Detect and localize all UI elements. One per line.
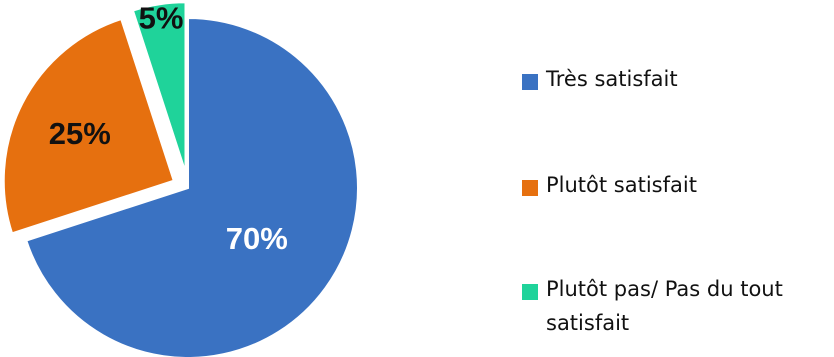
legend-item-plutot-satisfait: Plutôt satisfait [522,173,834,202]
pie-labels: 70% 25% 5% [49,1,288,256]
pie-label-plutot-satisfait: 25% [49,116,111,151]
legend-item-pas-satisfait: Plutôt pas/ Pas du tout satisfait [522,277,834,340]
legend-label-tres-satisfait: Très satisfait [546,67,678,91]
legend-swatch-pas-satisfait [522,284,538,300]
legend-label-plutot-satisfait: Plutôt satisfait [546,173,697,197]
pie-label-pas-satisfait: 5% [139,1,184,36]
legend-label-pas-satisfait: Plutôt pas/ Pas du tout satisfait [546,277,783,335]
legend-swatch-plutot-satisfait [522,180,538,196]
pie-label-tres-satisfait: 70% [226,221,288,256]
pie-chart: 70% 25% 5% [2,1,359,357]
pie-slice-tres-satisfait [25,16,359,357]
pie-slice-plutot-satisfait [2,17,176,235]
pie-slice-pas-satisfait [131,1,187,173]
legend-swatch-tres-satisfait [522,74,538,90]
legend-item-tres-satisfait: Très satisfait [522,67,834,96]
pie-slices [2,1,359,357]
